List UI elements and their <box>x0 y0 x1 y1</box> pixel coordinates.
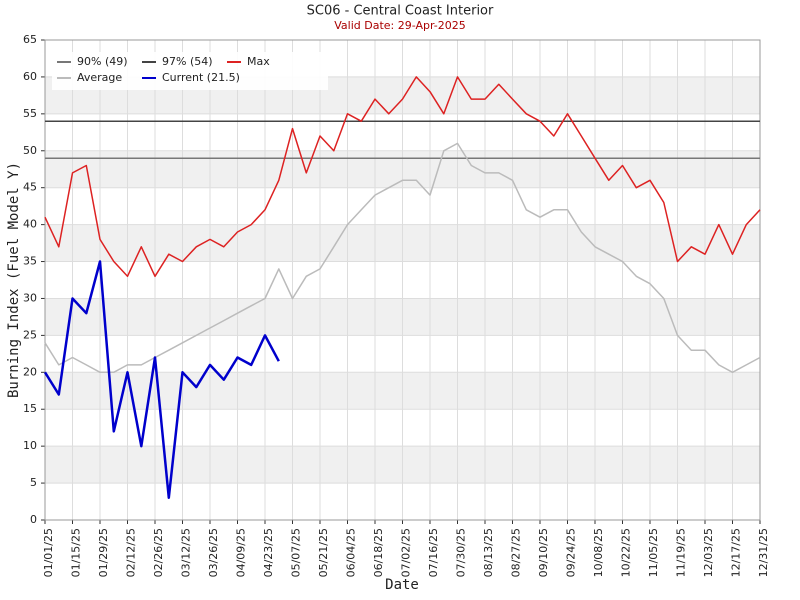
x-tick-label: 11/19/25 <box>675 528 688 577</box>
x-tick-label: 09/10/25 <box>537 528 550 577</box>
legend-label: 90% (49) <box>77 55 128 68</box>
x-tick-label: 03/12/25 <box>180 528 193 577</box>
series-line <box>44 76 761 278</box>
x-tick-label: 06/04/25 <box>345 528 358 577</box>
x-tick-label: 06/18/25 <box>372 528 385 577</box>
chart-subtitle: Valid Date: 29-Apr-2025 <box>334 19 466 32</box>
x-tick-label: 08/27/25 <box>510 528 523 577</box>
series-line <box>44 142 761 374</box>
legend-label: Max <box>247 55 270 68</box>
y-tick-label: 65 <box>23 33 37 46</box>
chart-title: SC06 - Central Coast Interior <box>307 4 494 19</box>
y-tick-label: 10 <box>23 439 37 452</box>
y-tick-label: 55 <box>23 107 37 120</box>
x-tick-label: 02/12/25 <box>125 528 138 577</box>
x-tick-label: 12/03/25 <box>702 528 715 577</box>
y-axis-label: Burning Index (Fuel Model Y) <box>6 162 22 398</box>
y-tick-label: 5 <box>30 476 37 489</box>
x-tick-label: 10/22/25 <box>620 528 633 577</box>
y-tick-label: 15 <box>23 402 37 415</box>
legend-label: Current (21.5) <box>162 71 240 84</box>
y-tick-label: 35 <box>23 255 37 268</box>
y-tick-label: 50 <box>23 144 37 157</box>
legend-label: Average <box>77 71 122 84</box>
x-tick-label: 03/26/25 <box>207 528 220 577</box>
y-tick-label: 25 <box>23 328 37 341</box>
x-tick-label: 12/31/25 <box>757 528 770 577</box>
y-tick-label: 40 <box>23 218 37 231</box>
x-axis-label: Date <box>385 577 419 593</box>
y-tick-label: 45 <box>23 181 37 194</box>
x-tick-label: 08/13/25 <box>482 528 495 577</box>
y-tick-label: 30 <box>23 291 37 304</box>
x-tick-label: 12/17/25 <box>730 528 743 577</box>
y-tick-label: 20 <box>23 365 37 378</box>
plot-frame <box>44 39 761 521</box>
x-tick-label: 10/08/25 <box>592 528 605 577</box>
y-tick-label: 0 <box>30 513 37 526</box>
x-tick-label: 07/02/25 <box>400 528 413 577</box>
x-tick-label: 02/26/25 <box>152 528 165 577</box>
x-tick-label: 01/29/25 <box>97 528 110 577</box>
x-tick-label: 01/01/25 <box>42 528 55 577</box>
x-tick-label: 05/21/25 <box>317 528 330 577</box>
y-tick-label: 60 <box>23 70 37 83</box>
x-tick-label: 01/15/25 <box>70 528 83 577</box>
x-tick-label: 07/16/25 <box>427 528 440 577</box>
x-tick-label: 07/30/25 <box>455 528 468 577</box>
legend-box <box>52 52 328 90</box>
x-tick-label: 05/07/25 <box>290 528 303 577</box>
series-line <box>43 260 280 500</box>
legend-label: 97% (54) <box>162 55 213 68</box>
x-tick-label: 04/09/25 <box>235 528 248 577</box>
x-tick-label: 04/23/25 <box>262 528 275 577</box>
x-tick-label: 11/05/25 <box>647 528 660 577</box>
x-tick-label: 09/24/25 <box>565 528 578 577</box>
